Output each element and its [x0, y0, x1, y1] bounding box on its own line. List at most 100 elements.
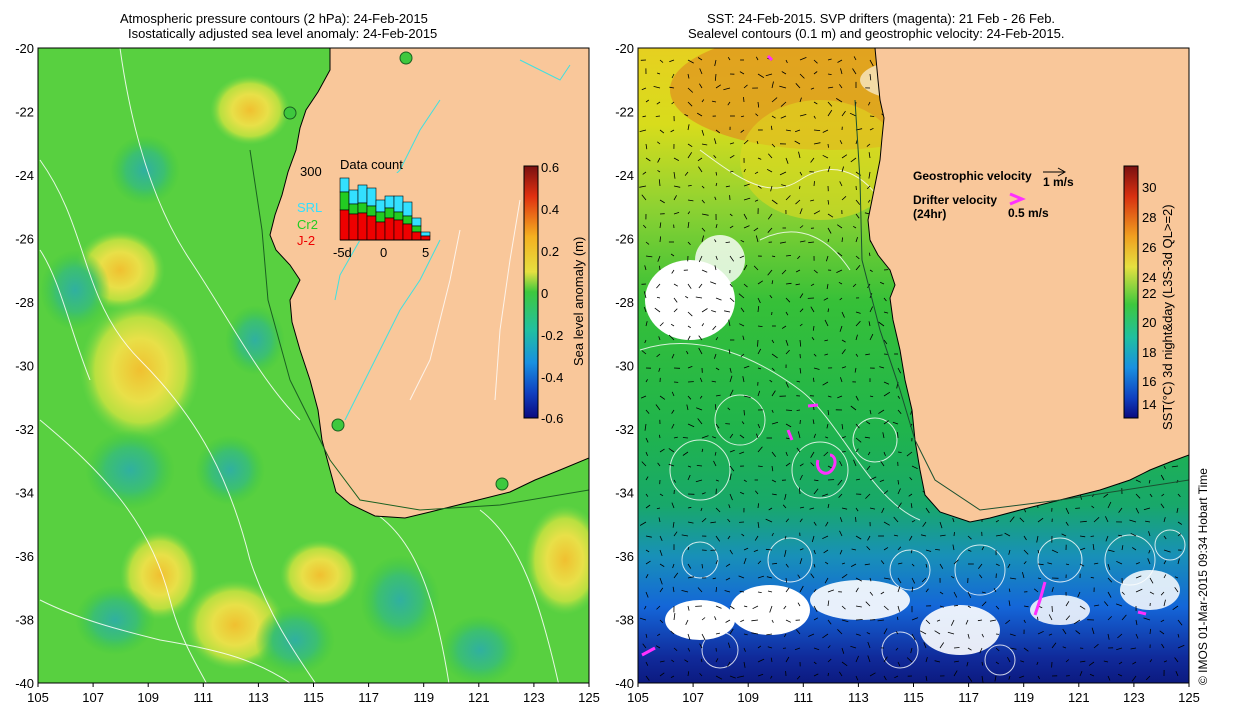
velocity-arrow — [687, 671, 690, 677]
velocity-arrow — [1103, 493, 1109, 498]
sla-tick: -0.6 — [541, 411, 563, 426]
velocity-arrow — [813, 210, 821, 215]
velocity-arrow — [757, 280, 764, 285]
velocity-arrow — [813, 71, 818, 75]
velocity-arrow — [1175, 671, 1179, 677]
velocity-arrow — [671, 409, 675, 414]
velocity-arrow — [668, 463, 675, 467]
sst-tick: 26 — [1142, 240, 1156, 255]
velocity-arrow — [729, 675, 736, 679]
velocity-arrow — [840, 377, 843, 383]
velocity-arrow — [766, 168, 773, 173]
right-land — [867, 48, 1189, 523]
velocity-arrow — [934, 630, 941, 635]
velocity-arrow — [715, 367, 720, 371]
velocity-arrow — [1107, 563, 1111, 571]
velocity-arrow — [892, 421, 899, 425]
velocity-arrow — [1107, 616, 1112, 621]
velocity-arrow — [868, 101, 871, 106]
velocity-arrow — [1131, 675, 1137, 682]
velocity-arrow — [644, 265, 647, 271]
velocity-arrow — [715, 560, 718, 565]
velocity-arrow — [813, 142, 821, 145]
velocity-arrow — [813, 521, 817, 526]
velocity-arrow — [644, 339, 647, 344]
velocity-arrow — [729, 225, 734, 229]
velocity-arrow — [1107, 633, 1110, 640]
velocity-arrow — [697, 418, 703, 425]
velocity-arrow — [755, 113, 759, 117]
velocity-arrow — [642, 115, 647, 118]
velocity-arrow — [768, 507, 773, 511]
velocity-arrow — [757, 325, 763, 327]
velocity-arrow — [767, 590, 773, 593]
velocity-arrow — [895, 647, 899, 651]
velocity-arrow — [1062, 628, 1067, 635]
velocity-arrow — [765, 548, 773, 551]
velocity-arrow — [827, 101, 833, 107]
velocity-arrow — [1037, 675, 1041, 680]
velocity-arrow — [645, 99, 650, 103]
velocity-arrow — [687, 647, 691, 652]
velocity-arrow — [1079, 547, 1086, 551]
velocity-arrow — [641, 194, 647, 201]
velocity-arrow — [756, 433, 759, 439]
velocity-arrow — [642, 171, 647, 175]
velocity-arrow — [897, 479, 899, 485]
velocity-arrow — [866, 465, 871, 471]
velocity-arrow — [668, 334, 675, 341]
velocity-arrow — [701, 99, 705, 103]
velocity-arrow — [1079, 660, 1086, 663]
velocity-arrow — [883, 297, 887, 302]
velocity-arrow — [1065, 659, 1070, 663]
tide-gauge-marker[interactable] — [283, 106, 297, 120]
velocity-arrow — [670, 253, 675, 257]
velocity-arrow — [658, 179, 661, 187]
velocity-arrow — [1079, 671, 1083, 677]
velocity-arrow — [671, 353, 675, 359]
velocity-arrow — [799, 57, 807, 61]
velocity-arrow — [939, 591, 944, 595]
velocity-arrow — [925, 563, 928, 568]
velocity-arrow — [715, 255, 718, 261]
velocity-arrow — [799, 323, 803, 327]
velocity-arrow — [925, 675, 928, 681]
pressure-contours — [39, 48, 559, 683]
velocity-arrow — [771, 465, 774, 472]
velocity-arrow — [1023, 647, 1029, 652]
velocity-arrow — [827, 395, 832, 398]
velocity-arrow — [729, 255, 735, 262]
velocity-arrow — [883, 628, 888, 635]
velocity-arrow — [701, 185, 705, 189]
velocity-arrow — [669, 86, 675, 89]
tide-gauge-marker[interactable] — [331, 418, 345, 432]
velocity-arrow — [785, 157, 789, 164]
velocity-arrow — [645, 157, 651, 162]
velocity-arrow — [785, 282, 792, 285]
velocity-arrow — [673, 572, 679, 579]
velocity-arrow — [645, 574, 649, 579]
velocity-arrow — [822, 381, 829, 386]
velocity-arrow — [699, 68, 703, 75]
velocity-arrow — [682, 451, 689, 456]
sla-colorbar: 0.6 0.4 0.2 0 -0.2 -0.4 -0.6 Sea level a… — [523, 160, 586, 426]
velocity-arrow — [687, 152, 693, 159]
tide-gauge-marker[interactable] — [495, 477, 509, 491]
velocity-arrow — [1020, 660, 1025, 663]
velocity-arrow — [1177, 533, 1182, 537]
velocity-arrow — [1089, 673, 1095, 677]
velocity-arrow — [700, 658, 703, 663]
velocity-arrow — [771, 115, 776, 119]
velocity-arrow — [742, 335, 745, 341]
velocity-arrow — [687, 335, 691, 341]
velocity-arrow — [684, 114, 689, 117]
velocity-arrow — [701, 435, 709, 439]
velocity-arrow — [910, 647, 913, 654]
velocity-arrow — [687, 546, 690, 551]
sla-colorbar-label: Sea level anomaly (m) — [571, 237, 586, 366]
velocity-arrow — [641, 350, 647, 355]
velocity-arrow — [755, 56, 759, 61]
velocity-arrow — [644, 605, 647, 610]
velocity-arrow — [869, 269, 873, 272]
tide-gauge-marker[interactable] — [399, 51, 413, 65]
